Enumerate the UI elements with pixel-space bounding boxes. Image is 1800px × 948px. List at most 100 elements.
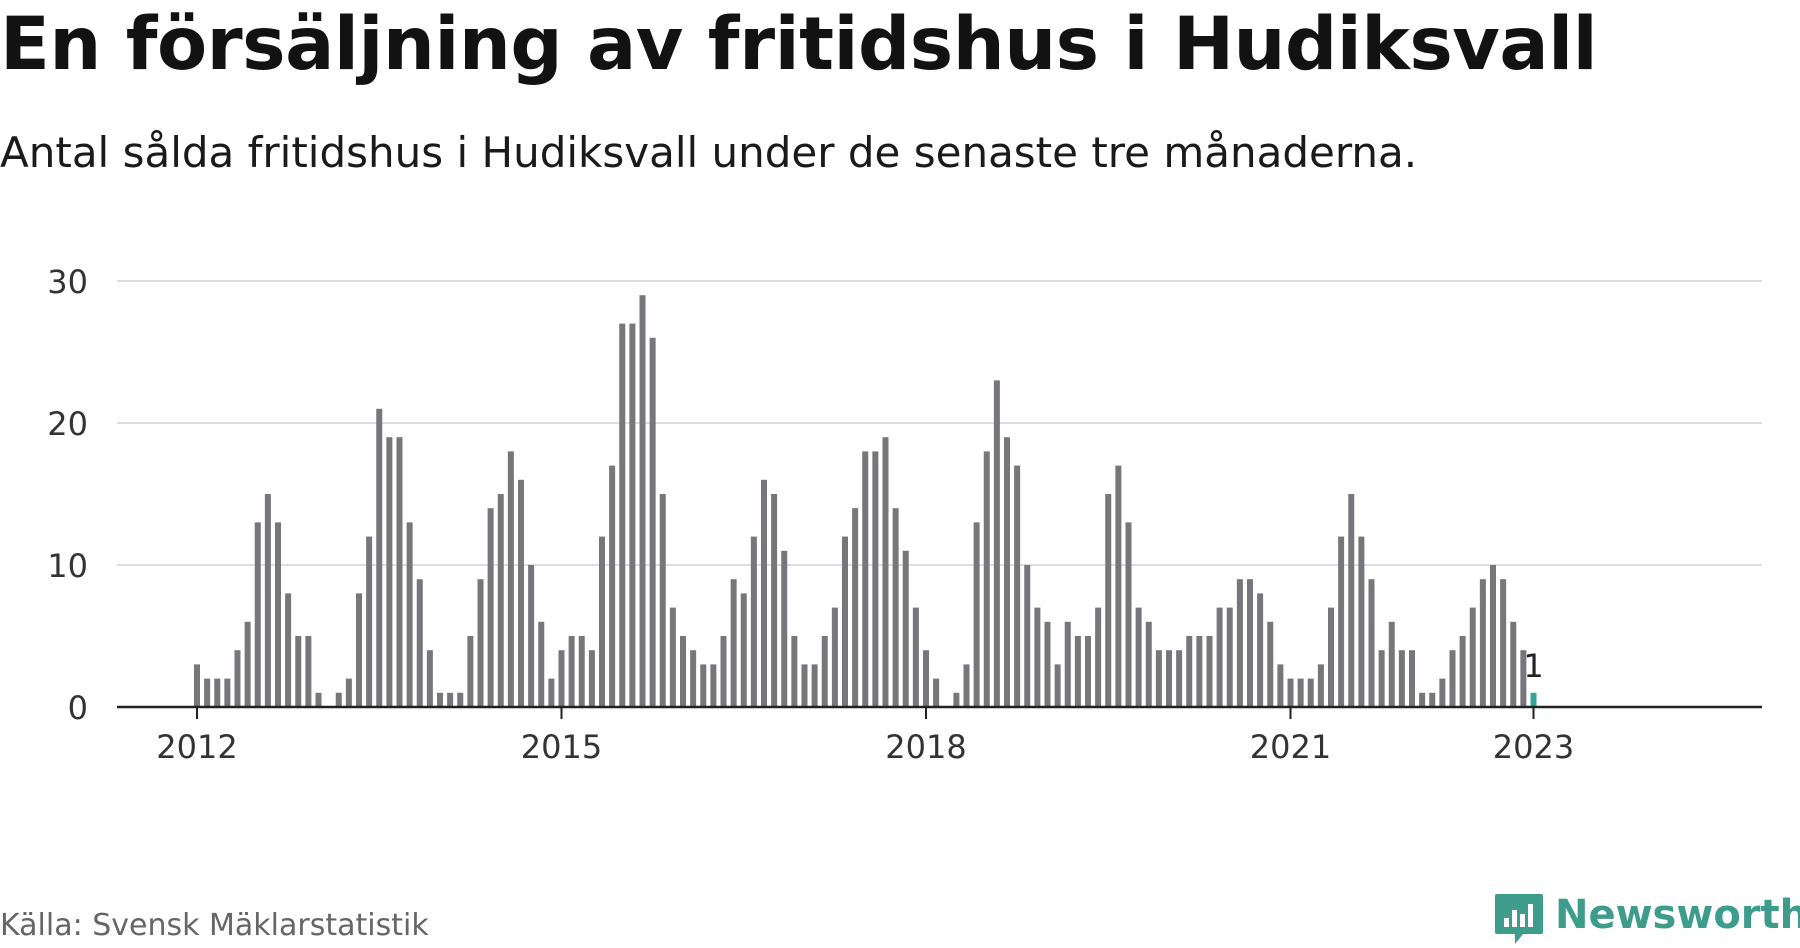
bar xyxy=(1449,650,1456,707)
bar xyxy=(1095,607,1102,707)
bar xyxy=(1155,650,1162,707)
bar xyxy=(619,323,626,707)
bar xyxy=(882,437,889,707)
bar xyxy=(1125,522,1132,707)
bar xyxy=(1085,636,1091,707)
bar xyxy=(1044,621,1051,707)
bar xyxy=(426,650,433,707)
x-tick-label: 2015 xyxy=(521,728,602,766)
bar xyxy=(1216,607,1223,707)
bar-highlighted xyxy=(1530,692,1537,707)
bar xyxy=(285,593,292,707)
bar xyxy=(487,508,494,707)
bar xyxy=(761,479,767,707)
bar xyxy=(831,607,838,707)
bar xyxy=(457,692,464,707)
bar xyxy=(1014,465,1021,707)
bar xyxy=(842,536,848,707)
bar xyxy=(518,479,524,707)
x-tick-label: 2018 xyxy=(885,728,966,766)
bar-series xyxy=(194,295,1537,707)
bar xyxy=(649,337,656,707)
bar xyxy=(1024,565,1031,707)
bar xyxy=(1398,650,1405,707)
bar xyxy=(1469,607,1476,707)
bar xyxy=(669,607,676,707)
bar xyxy=(548,678,555,707)
bar xyxy=(680,636,686,707)
bar xyxy=(1267,621,1274,707)
annotations: 1 xyxy=(1523,647,1543,685)
brand-logo: Newsworthy xyxy=(1493,890,1800,948)
bar xyxy=(528,565,535,707)
bar xyxy=(295,636,302,707)
bar xyxy=(437,692,443,707)
bar xyxy=(639,295,646,707)
bar xyxy=(1419,692,1426,707)
bar xyxy=(396,437,403,707)
bar xyxy=(224,678,231,707)
bar xyxy=(1196,636,1203,707)
bar xyxy=(993,380,1000,707)
bar xyxy=(1429,692,1436,707)
bar xyxy=(1247,579,1253,707)
bar xyxy=(1054,664,1061,707)
bar xyxy=(821,636,828,707)
bar xyxy=(609,465,616,707)
bar xyxy=(902,550,909,707)
bar xyxy=(1074,636,1081,707)
bar xyxy=(386,437,393,707)
chart-title: En försäljning av fritidshus i Hudiksval… xyxy=(0,2,1598,87)
bar xyxy=(1439,678,1446,707)
bar xyxy=(1368,579,1375,707)
bar xyxy=(923,650,929,707)
bar xyxy=(1004,437,1010,707)
bar xyxy=(1226,607,1233,707)
data-label: 1 xyxy=(1523,647,1543,685)
bar xyxy=(335,692,342,707)
chart-subtitle: Antal sålda fritidshus i Hudiksvall unde… xyxy=(0,128,1418,177)
bar xyxy=(629,323,636,707)
bar xyxy=(963,664,970,707)
bar xyxy=(720,636,727,707)
bar xyxy=(710,664,717,707)
bar xyxy=(700,664,707,707)
bar xyxy=(406,522,413,707)
bar xyxy=(244,621,251,707)
bar xyxy=(953,692,960,707)
bar xyxy=(214,678,221,707)
bar xyxy=(862,451,869,707)
bar xyxy=(1358,536,1365,707)
bar xyxy=(568,636,575,707)
bar xyxy=(801,664,808,707)
bar xyxy=(1479,579,1486,707)
bar xyxy=(1186,636,1193,707)
bar xyxy=(811,664,818,707)
bar xyxy=(690,650,697,707)
bar xyxy=(234,650,241,707)
bar xyxy=(1459,636,1466,707)
bar xyxy=(1176,650,1183,707)
source-note: Källa: Svensk Mäklarstatistik xyxy=(0,908,429,943)
bar xyxy=(204,678,211,707)
bar xyxy=(578,636,585,707)
bar xyxy=(264,494,271,707)
bar xyxy=(356,593,362,707)
bar xyxy=(497,494,504,707)
bar xyxy=(750,536,757,707)
bar xyxy=(194,664,200,707)
gridlines xyxy=(117,280,1762,566)
newsworthy-logo-icon xyxy=(1495,894,1543,944)
bar xyxy=(538,621,545,707)
bar xyxy=(1145,621,1152,707)
bar xyxy=(1206,636,1213,707)
bar xyxy=(730,579,737,707)
x-tick-label: 2021 xyxy=(1250,728,1331,766)
bar xyxy=(912,607,919,707)
bar xyxy=(771,494,778,707)
bar xyxy=(1520,650,1527,707)
bar xyxy=(1348,494,1355,707)
bar xyxy=(872,451,879,707)
bar xyxy=(983,451,990,707)
x-tick-label: 2012 xyxy=(156,728,237,766)
